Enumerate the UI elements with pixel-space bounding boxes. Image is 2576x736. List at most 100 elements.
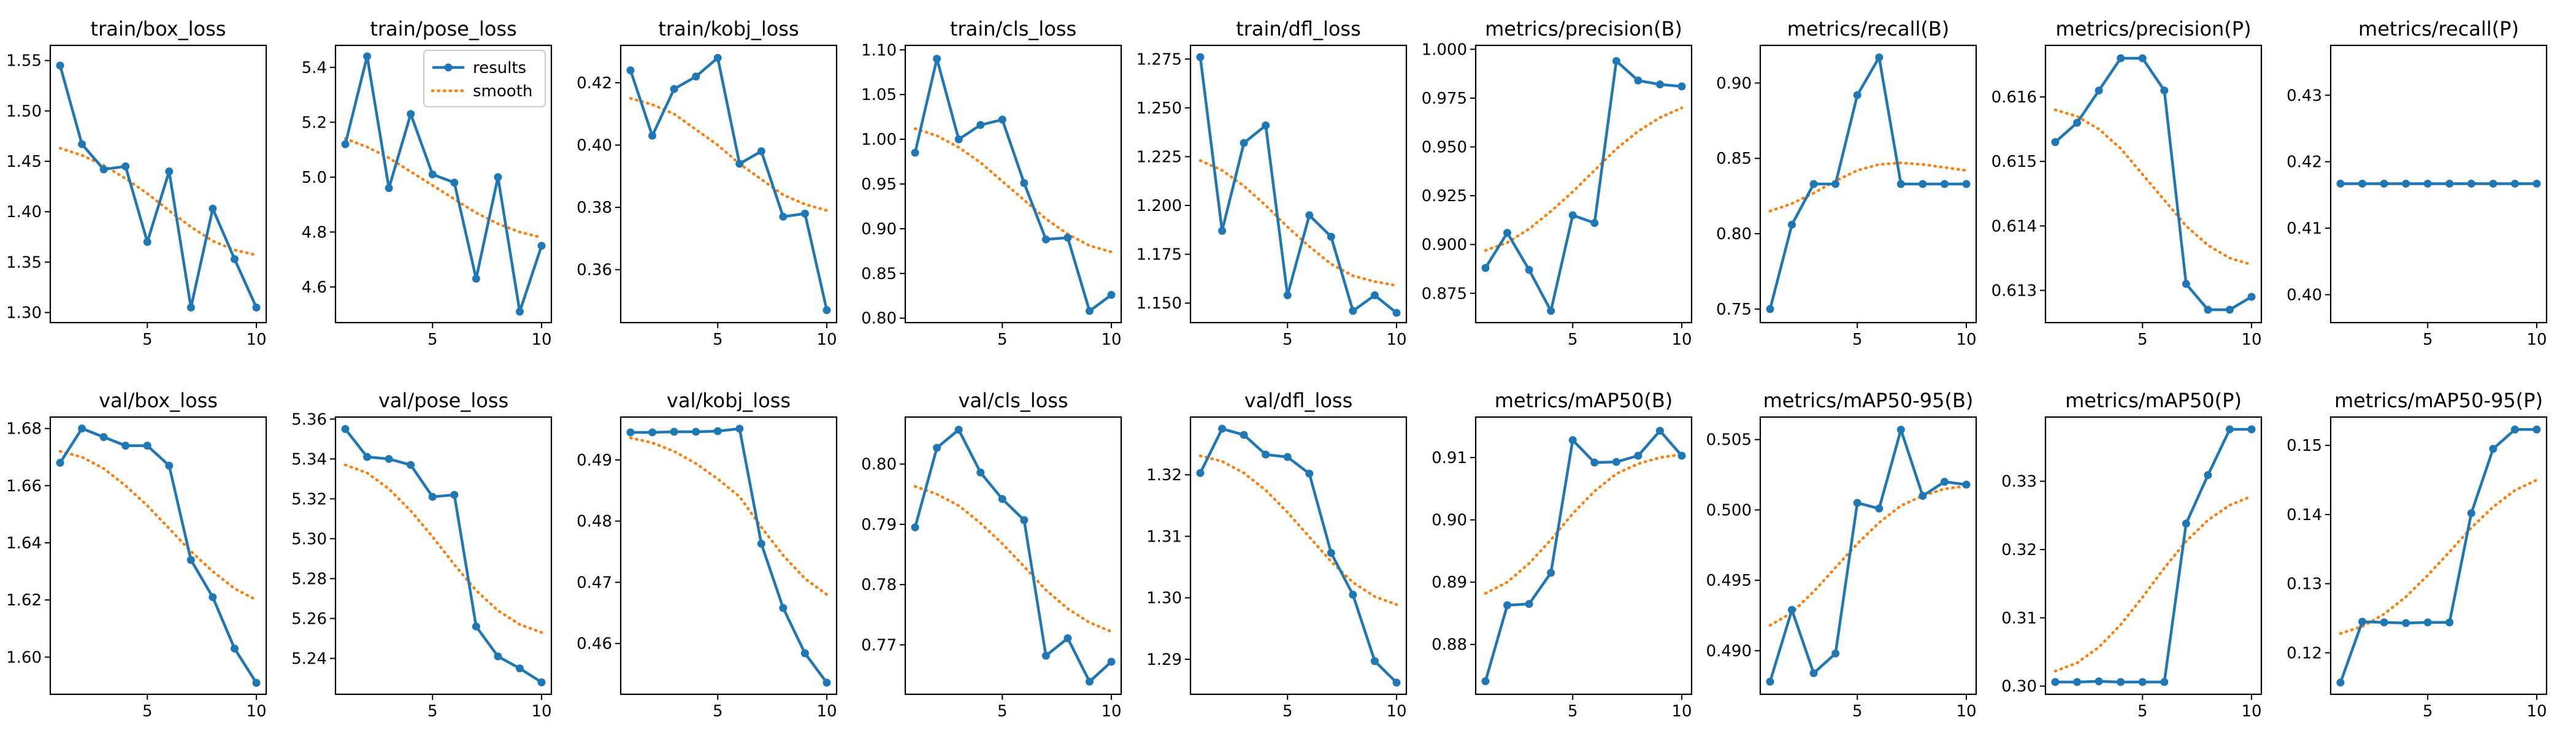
panel-train-kobj-loss: train/kobj_loss 0.36 0.38 0.40 0.42 5 10 xyxy=(577,17,838,349)
y-tick-label: 0.40 xyxy=(577,137,612,155)
data-point-results xyxy=(1392,309,1401,317)
data-point-results xyxy=(954,426,963,434)
data-point-results xyxy=(252,303,261,312)
y-tick-label: 1.225 xyxy=(1137,148,1182,166)
y-tick-label: 1.64 xyxy=(6,534,42,553)
y-tick-label: 0.614 xyxy=(1991,217,2037,236)
data-point-results xyxy=(537,242,546,250)
panel-title: train/cls_loss xyxy=(950,17,1076,40)
data-point-results xyxy=(209,593,217,602)
data-point-results xyxy=(670,427,678,436)
y-tick-label: 5.32 xyxy=(291,490,327,508)
panel-title: train/box_loss xyxy=(91,17,226,40)
x-tick-label: 5 xyxy=(1282,331,1293,349)
y-tick-label: 0.900 xyxy=(1422,236,1467,255)
data-point-results xyxy=(2117,54,2125,63)
data-point-results xyxy=(2423,179,2432,188)
data-point-results xyxy=(933,443,941,452)
data-point-results xyxy=(779,604,788,612)
y-tick-label: 0.80 xyxy=(861,310,897,328)
y-tick-label: 1.200 xyxy=(1137,197,1182,215)
y-tick-label: 1.150 xyxy=(1137,294,1182,313)
x-tick-label: 10 xyxy=(1671,331,1692,349)
y-tick-label: 0.875 xyxy=(1422,285,1467,303)
x-tick-label: 5 xyxy=(1568,331,1578,349)
data-point-results xyxy=(165,167,174,175)
panel-train-cls-loss: train/cls_loss 0.80 0.85 0.90 0.95 1.00 1.05 1.… xyxy=(861,17,1122,349)
y-tick-label: 0.85 xyxy=(1716,150,1752,168)
data-point-results xyxy=(1085,677,1094,686)
data-point-results xyxy=(822,678,831,687)
x-tick-label: 5 xyxy=(1852,702,1863,721)
panel-title: val/kobj_loss xyxy=(667,389,791,412)
y-tick-label: 0.495 xyxy=(1706,572,1752,590)
y-tick-label: 1.55 xyxy=(6,52,42,71)
data-point-results xyxy=(165,461,174,470)
x-tick-label: 5 xyxy=(713,331,723,349)
axes-frame xyxy=(1759,44,1977,324)
data-point-results xyxy=(2051,678,2060,686)
data-point-results xyxy=(692,72,700,81)
data-point-results xyxy=(1655,426,1664,435)
panel-title: val/cls_loss xyxy=(958,389,1068,412)
axes-frame xyxy=(619,416,838,696)
axes-frame xyxy=(334,416,553,696)
data-point-results xyxy=(1766,677,1774,686)
y-tick-label: 0.77 xyxy=(861,636,897,654)
data-point-results xyxy=(2510,425,2519,434)
axes-frame xyxy=(49,44,267,324)
data-point-results xyxy=(2532,179,2541,188)
panel-metrics-recall-p: metrics/recall(P) 0.40 0.41 0.42 0.43 5 10 xyxy=(2287,17,2548,349)
data-point-results xyxy=(121,162,130,171)
data-point-results xyxy=(2380,618,2388,627)
panel-title: val/dfl_loss xyxy=(1244,389,1353,412)
panel-title: metrics/precision(B) xyxy=(1485,17,1682,40)
axes-frame xyxy=(49,416,267,696)
data-point-results xyxy=(1677,451,1686,460)
data-point-results xyxy=(1634,451,1643,460)
data-point-results xyxy=(1327,548,1335,557)
x-tick-label: 5 xyxy=(2423,702,2433,721)
panel-metrics-map50-b: metrics/mAP50(B) 0.88 0.89 0.90 0.91 5 10 xyxy=(1432,389,1693,721)
data-point-results xyxy=(822,306,831,315)
series-line-results xyxy=(913,428,1113,683)
data-point-results xyxy=(1634,76,1643,85)
y-tick-label: 1.275 xyxy=(1137,50,1182,69)
data-point-results xyxy=(2467,179,2475,188)
x-tick-label: 5 xyxy=(2423,331,2433,349)
y-tick-label: 0.43 xyxy=(2287,86,2322,105)
y-tick-label: 1.62 xyxy=(6,591,42,610)
data-point-results xyxy=(2095,677,2103,686)
data-point-results xyxy=(1041,235,1050,243)
panel-metrics-map50-95-b: metrics/mAP50-95(B) 0.490 0.495 0.500 0.505 5… xyxy=(1706,389,1977,721)
data-point-results xyxy=(954,135,963,144)
panel-title: train/pose_loss xyxy=(370,17,516,40)
data-point-results xyxy=(472,622,480,631)
data-point-results xyxy=(648,131,657,140)
legend-results-marker xyxy=(444,63,453,72)
y-tick-label: 0.88 xyxy=(1432,636,1467,654)
data-point-results xyxy=(99,433,108,442)
data-point-results xyxy=(209,204,217,213)
data-point-results xyxy=(1064,233,1072,242)
x-tick-label: 5 xyxy=(1852,331,1863,349)
y-tick-label: 1.00 xyxy=(861,131,897,149)
data-point-results xyxy=(1481,264,1490,272)
y-tick-label: 0.505 xyxy=(1706,431,1752,450)
data-point-results xyxy=(2204,305,2212,314)
y-tick-label: 1.40 xyxy=(6,203,42,221)
panel-metrics-precision-p: metrics/precision(P) 0.613 0.614 0.615 0.616… xyxy=(1991,17,2263,349)
data-point-results xyxy=(1766,305,1774,313)
data-point-results xyxy=(911,523,919,532)
panel-metrics-precision-b: metrics/precision(B) 0.875 0.900 0.925 0.950… xyxy=(1422,17,1693,349)
x-tick-label: 5 xyxy=(2137,702,2148,721)
data-point-results xyxy=(1788,605,1796,614)
y-tick-label: 5.0 xyxy=(302,169,327,187)
axes-frame xyxy=(2329,44,2548,324)
data-point-results xyxy=(1262,121,1270,130)
panel-title: metrics/mAP50(B) xyxy=(1495,389,1673,412)
data-point-results xyxy=(1327,232,1335,241)
series-line-smooth xyxy=(913,127,1113,254)
y-tick-label: 5.36 xyxy=(291,410,327,429)
panel-metrics-map50-p: metrics/mAP50(P) 0.30 0.31 0.32 0.33 5 10 xyxy=(2001,389,2263,721)
